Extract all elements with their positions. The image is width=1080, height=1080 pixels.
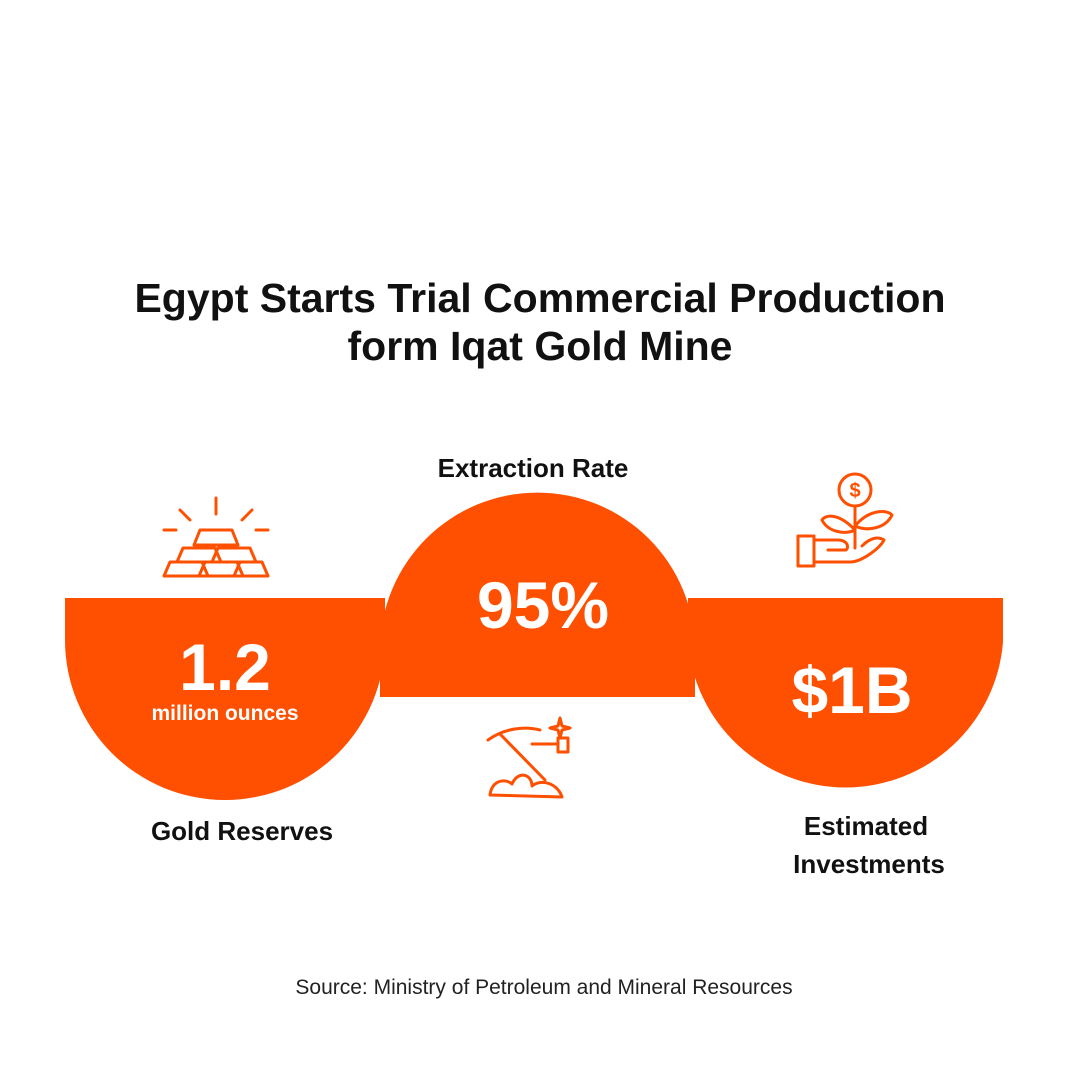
investment-icon [796, 472, 894, 568]
right-bowl [688, 598, 1003, 788]
center-dome [380, 492, 695, 697]
source: Source: Ministry of Petroleum and Minera… [295, 976, 792, 999]
left-bowl [65, 598, 385, 800]
stat-unit: million ounces [151, 702, 298, 725]
stat-label: Estimated [804, 811, 928, 841]
dollar-sign-icon: $ [849, 480, 860, 502]
title-line: form Iqat Gold Mine [348, 323, 733, 369]
stat-value: 95% [477, 568, 609, 642]
stat-value: $1B [791, 653, 912, 727]
stat-label: Extraction Rate [438, 453, 629, 483]
stat-label: Gold Reserves [151, 816, 333, 846]
gold-bars-icon [162, 496, 270, 578]
stat-value: 1.2 [179, 630, 271, 704]
title-line: Egypt Starts Trial Commercial Production [134, 275, 945, 321]
pickaxe-icon [486, 716, 572, 799]
stat-label: Investments [793, 849, 945, 879]
